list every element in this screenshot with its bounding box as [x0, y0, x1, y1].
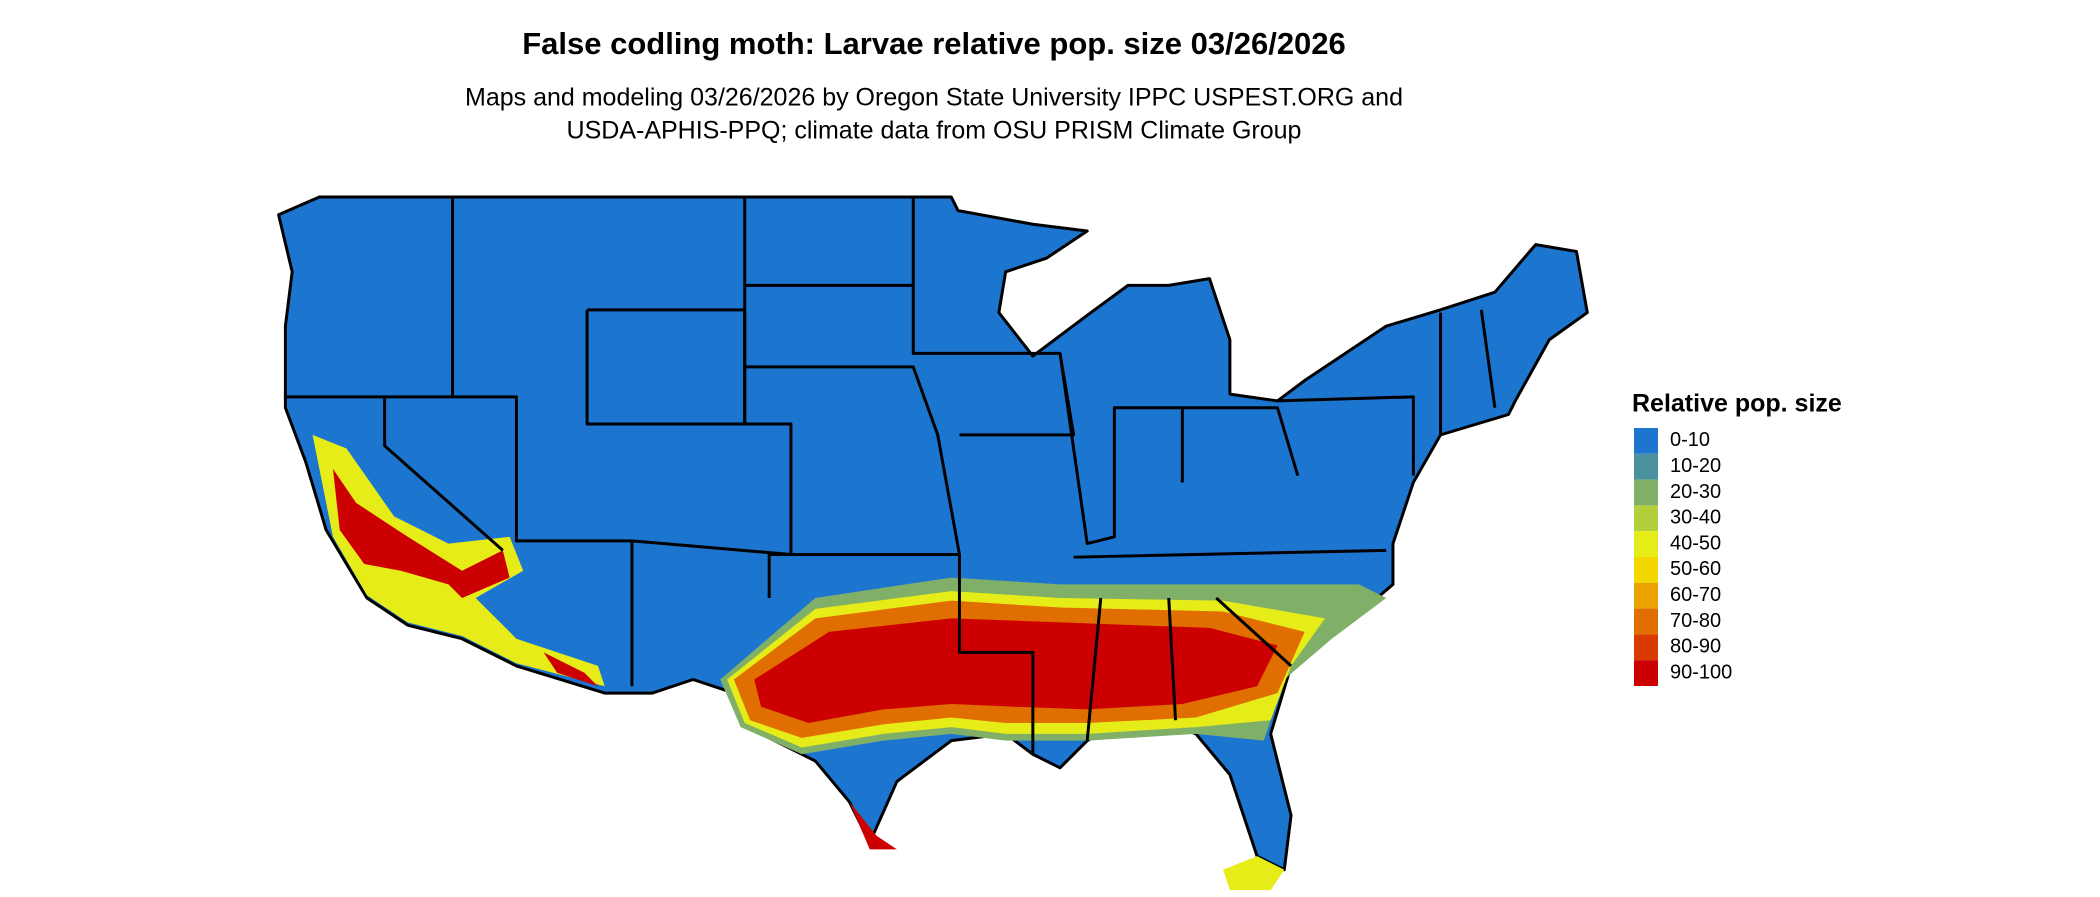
legend-label: 80-90 — [1670, 636, 1721, 658]
state-border — [957, 548, 1387, 755]
zone — [312, 434, 605, 687]
legend-swatch — [1634, 660, 1658, 686]
map-subtitle: USDA-APHIS-PPQ; climate data from OSU PR… — [567, 117, 1302, 145]
legend-label: 10-20 — [1670, 455, 1721, 477]
legend-swatch — [1634, 453, 1658, 480]
legend: 0-10 10-20 20-30 30-40 40-50 50-60 60-70 70-80 8… — [1634, 428, 1732, 686]
state-border — [743, 197, 961, 598]
legend-swatch — [1634, 582, 1658, 609]
zone — [754, 618, 1278, 723]
us-map — [277, 195, 1589, 891]
legend-label: 60-70 — [1670, 584, 1721, 606]
legend-label: 90-100 — [1670, 661, 1732, 683]
state-border — [1182, 309, 1497, 477]
zone — [1223, 856, 1285, 891]
legend-label: 0-10 — [1670, 429, 1710, 451]
legend-label: 40-50 — [1670, 532, 1721, 554]
us-outline — [277, 195, 1589, 872]
state-borders — [285, 197, 1497, 755]
state-border — [631, 422, 793, 556]
zone — [849, 801, 897, 850]
map-title: False codling moth: Larvae relative pop.… — [522, 26, 1346, 61]
legend-label: 20-30 — [1670, 481, 1721, 503]
legend-swatch — [1634, 634, 1658, 661]
legend-title: Relative pop. size — [1632, 390, 1842, 418]
legend-swatch — [1634, 557, 1658, 583]
legend-swatch — [1634, 505, 1658, 532]
zone — [543, 652, 598, 687]
legend-swatch — [1634, 479, 1658, 506]
legend-label: 70-80 — [1670, 610, 1721, 632]
legend-swatch — [1634, 428, 1658, 454]
state-border — [285, 395, 634, 687]
map-subtitle: Maps and modeling 03/26/2026 by Oregon S… — [465, 84, 1403, 112]
legend-swatch — [1634, 608, 1658, 635]
state-border — [911, 197, 1184, 546]
zone — [332, 468, 510, 598]
legend-label: 50-60 — [1670, 558, 1721, 580]
legend-swatch — [1634, 531, 1658, 557]
state-border — [383, 396, 504, 552]
legend-label: 30-40 — [1670, 507, 1721, 529]
